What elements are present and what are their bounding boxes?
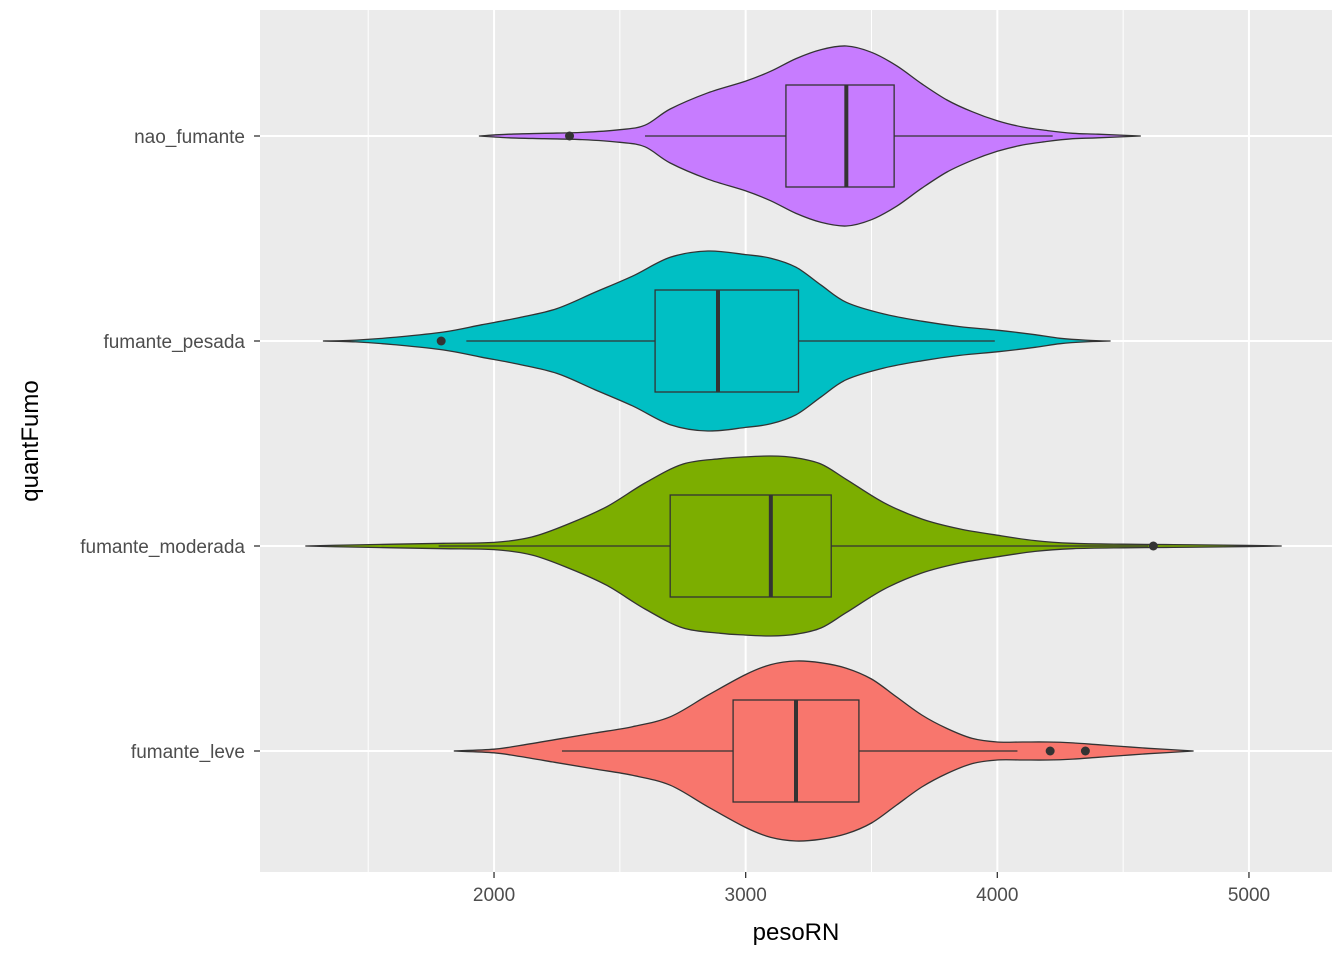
x-tick-label: 4000: [976, 885, 1018, 906]
box-iqr: [669, 494, 832, 598]
x-tick-label: 3000: [725, 885, 767, 906]
y-tick-label: nao_fumante: [134, 127, 245, 148]
outlier-point: [436, 336, 446, 346]
violin-group-nao_fumante: [478, 45, 1141, 227]
violin-group-fumante_pesada: [322, 250, 1111, 432]
box-iqr: [785, 84, 895, 188]
y-tick-label: fumante_leve: [131, 742, 245, 763]
outlier-point: [1045, 746, 1055, 756]
x-axis-title: pesoRN: [753, 919, 840, 946]
y-tick-label: fumante_moderada: [80, 537, 245, 558]
violin-group-fumante_leve: [453, 660, 1194, 842]
x-tick-label: 5000: [1228, 885, 1270, 906]
y-tick-label: fumante_pesada: [103, 332, 245, 353]
violin-layer: [305, 45, 1282, 842]
outlier-point: [1148, 541, 1158, 551]
violin-group-fumante_moderada: [305, 455, 1282, 637]
outlier-point: [565, 131, 575, 141]
outlier-point: [1080, 746, 1090, 756]
axes: 2000 3000 4000 5000 nao_fumante fumante_pesad…: [80, 127, 1270, 906]
x-tick-label: 2000: [473, 885, 515, 906]
box-iqr: [654, 289, 800, 393]
y-axis-title: quantFumo: [17, 380, 44, 501]
